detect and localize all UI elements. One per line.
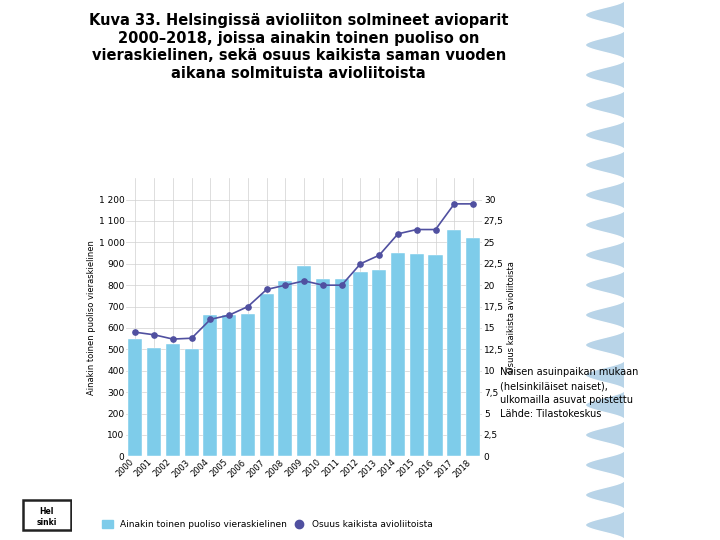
Bar [184, 349, 199, 456]
Bar [166, 344, 180, 456]
Bar [466, 238, 480, 456]
Y-axis label: Osuus kaikista avioliitoista: Osuus kaikista avioliitoista [507, 261, 516, 373]
Bar [391, 253, 405, 456]
Bar [203, 315, 217, 456]
Bar [372, 270, 386, 456]
FancyBboxPatch shape [22, 500, 71, 530]
Bar [147, 348, 161, 456]
Bar [241, 314, 255, 456]
Bar [428, 255, 443, 456]
Bar [447, 230, 462, 456]
Bar [335, 279, 348, 456]
Bar [279, 281, 292, 456]
Text: sinki: sinki [37, 518, 57, 527]
Bar [410, 254, 424, 456]
Text: Kuva 33. Helsingissä avioliiton solmineet avioparit
2000–2018, joissa ainakin to: Kuva 33. Helsingissä avioliiton solminee… [89, 14, 508, 80]
Bar [297, 266, 311, 456]
Bar [354, 272, 367, 456]
Bar [128, 339, 143, 456]
Text: Naisen asuinpaikan mukaan
(helsinkiläiset naiset),
ulkomailla asuvat poistettu
L: Naisen asuinpaikan mukaan (helsinkiläise… [500, 367, 639, 419]
Bar [260, 294, 274, 456]
Legend: Ainakin toinen puoliso vieraskielinen, Osuus kaikista avioliitoista: Ainakin toinen puoliso vieraskielinen, O… [98, 516, 436, 533]
Text: Hel: Hel [40, 507, 54, 516]
Bar [222, 315, 236, 456]
Bar [316, 279, 330, 456]
Y-axis label: Ainakin toinen puoliso vieraskielinen: Ainakin toinen puoliso vieraskielinen [87, 240, 96, 395]
